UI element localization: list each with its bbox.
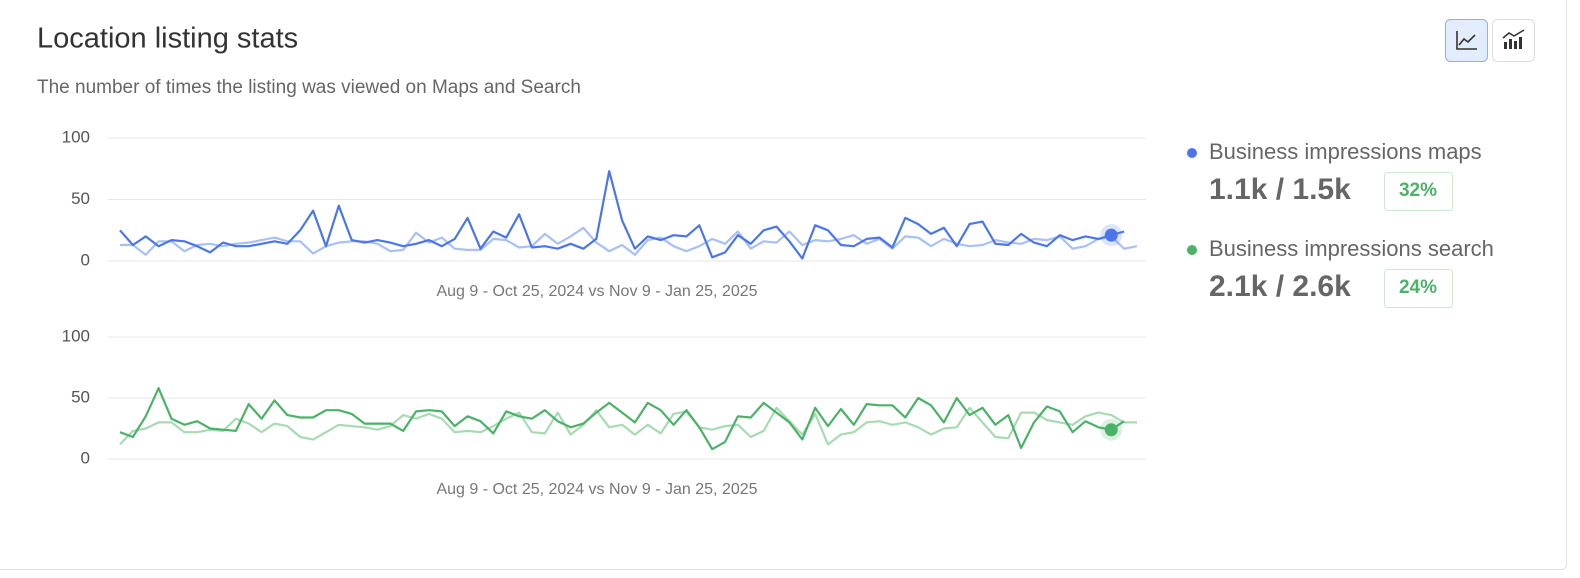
legend-stats: 2.1k / 2.6k — [1209, 270, 1351, 303]
y-tick-label: 100 — [62, 326, 90, 345]
y-tick-label: 50 — [71, 387, 90, 406]
change-badge — [1384, 269, 1453, 308]
hover-point — [1104, 228, 1118, 242]
legend-dot — [1187, 148, 1197, 158]
x-axis-label: Aug 9 - Oct 25, 2024 vs Nov 9 - Jan 25, … — [436, 481, 757, 498]
y-tick-label: 0 — [81, 448, 90, 467]
legend-dot — [1187, 245, 1197, 255]
change-value: 24% — [1399, 277, 1437, 298]
stats-card — [0, 0, 1567, 570]
title: Location listing stats — [37, 23, 298, 55]
legend-name: Business impressions maps — [1209, 139, 1482, 164]
y-tick-label: 50 — [71, 189, 90, 208]
change-value: 32% — [1399, 180, 1437, 201]
change-badge — [1384, 172, 1453, 211]
line-view-button[interactable] — [1445, 19, 1488, 62]
bar-view-button[interactable] — [1492, 19, 1535, 62]
series-line — [119, 387, 1125, 451]
hover-point — [1104, 423, 1118, 437]
series-line — [119, 406, 1137, 446]
legend-stats: 1.1k / 1.5k — [1209, 173, 1351, 206]
legend-name: Business impressions search — [1209, 236, 1494, 261]
series-line — [119, 170, 1125, 260]
y-tick-label: 100 — [62, 127, 90, 146]
x-axis-label: Aug 9 - Oct 25, 2024 vs Nov 9 - Jan 25, … — [436, 283, 757, 300]
y-tick-label: 0 — [81, 250, 90, 269]
subtitle: The number of times the listing was view… — [37, 77, 581, 98]
